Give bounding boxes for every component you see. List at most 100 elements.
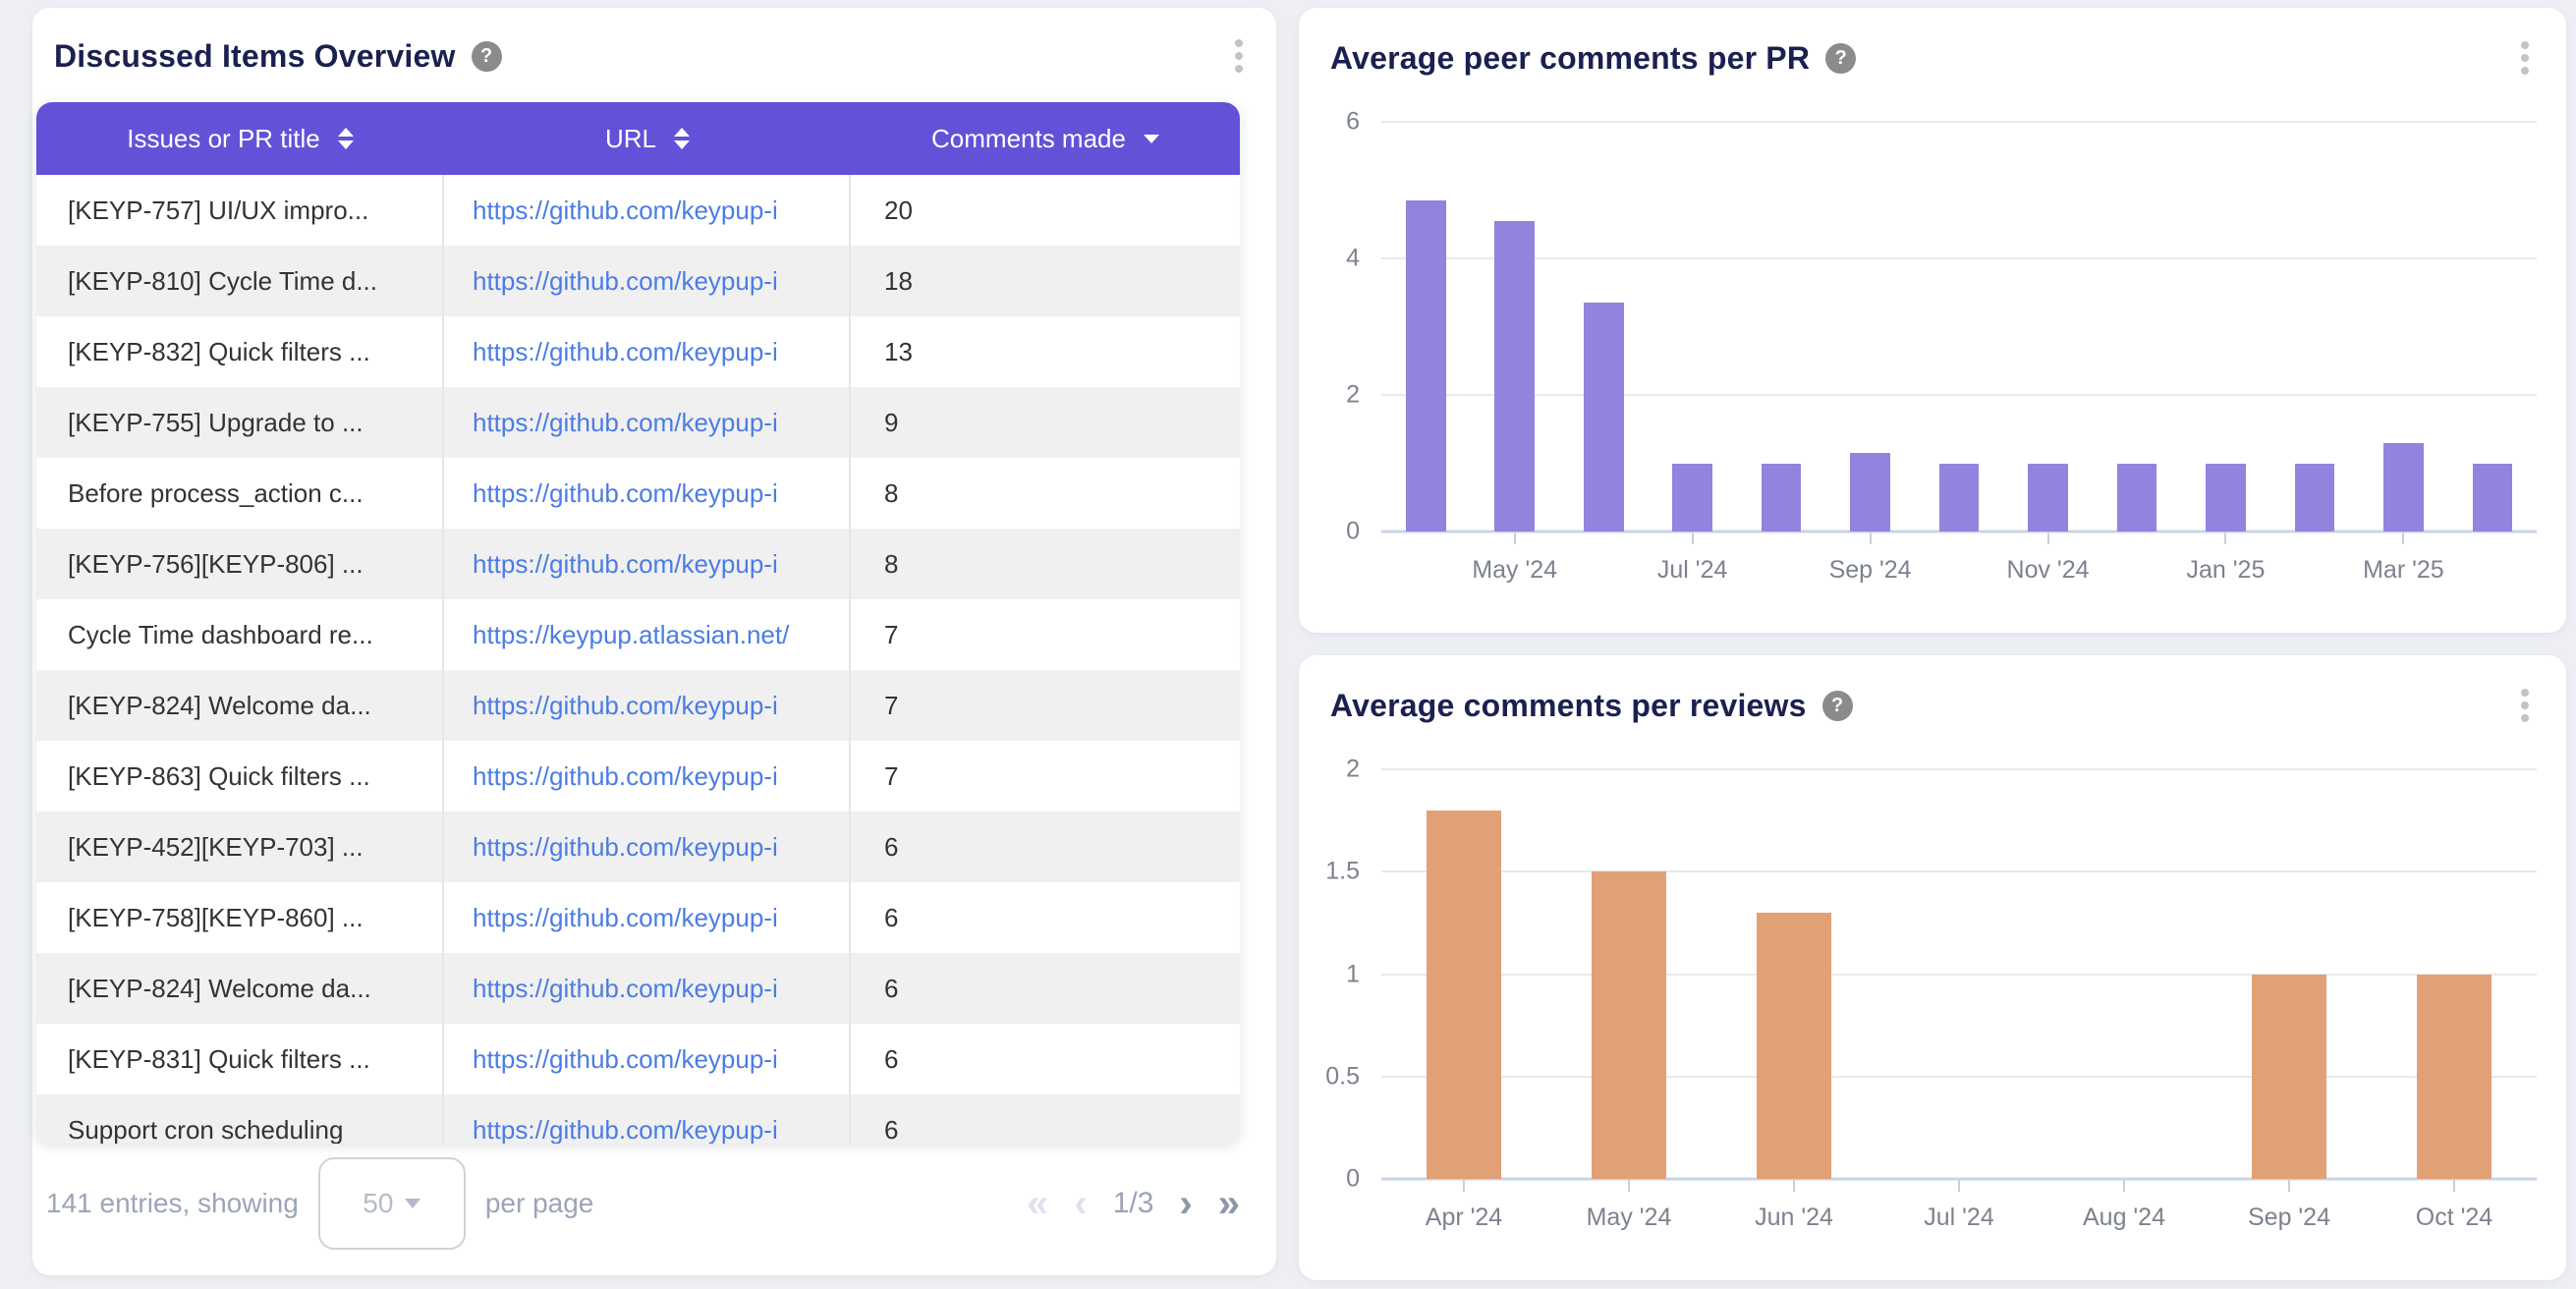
bar-apr24[interactable] [1427, 810, 1501, 1179]
help-icon[interactable]: ? [471, 40, 502, 72]
bar-may24[interactable] [1494, 220, 1536, 532]
bar-sep24[interactable] [2252, 974, 2326, 1179]
cell-url: https://github.com/keypup-i [444, 175, 851, 246]
cell-comments: 7 [884, 760, 899, 791]
bar-nov24[interactable] [2028, 463, 2068, 532]
next-page-button[interactable]: › [1179, 1182, 1193, 1225]
bar-jun24[interactable] [1757, 912, 1831, 1179]
bar-apr24[interactable] [1405, 199, 1446, 532]
row-url-link[interactable]: https://github.com/keypup-i [473, 760, 778, 791]
table-row: Before process_action c... https://githu… [36, 458, 1240, 529]
cell-comments: 6 [884, 1043, 899, 1074]
cell-url: https://github.com/keypup-i [444, 387, 851, 458]
row-url-link[interactable]: https://github.com/keypup-i [473, 336, 778, 366]
gridline [1381, 870, 2537, 873]
gridline [1381, 257, 2537, 260]
bar-apr25[interactable] [2472, 463, 2513, 532]
cell-url: https://github.com/keypup-i [444, 1024, 851, 1094]
per-page-dropdown[interactable]: 50 [317, 1157, 466, 1250]
row-url-link[interactable]: https://github.com/keypup-i [473, 973, 778, 1003]
entries-count-text: 141 entries, showing [46, 1188, 299, 1218]
table-row: [KEYP-810] Cycle Time d... https://githu… [36, 246, 1240, 316]
table-row: [KEYP-757] UI/UX impro... https://github… [36, 175, 1240, 246]
prev-page-button[interactable]: ‹ [1074, 1182, 1088, 1225]
row-url-link[interactable]: https://github.com/keypup-i [473, 548, 778, 579]
column-header-url[interactable]: URL [444, 102, 851, 175]
kebab-menu-button[interactable] [2515, 37, 2535, 79]
x-axis: Apr '24 May '24 Jun '24 Jul '24 Aug '24 Sep '… [1381, 1179, 2537, 1232]
x-slot: Apr '24 [1381, 1179, 1546, 1232]
bar-feb25[interactable] [2294, 463, 2335, 532]
cell-title: [KEYP-757] UI/UX impro... [36, 175, 444, 246]
y-axis: 0 0.5 1 1.5 2 [1318, 756, 1381, 1193]
kebab-menu-button[interactable] [2515, 685, 2535, 726]
column-header-comments[interactable]: Comments made [851, 102, 1240, 175]
y-axis: 0 2 4 6 [1318, 108, 1381, 545]
x-slot: Nov '24 [2003, 532, 2092, 585]
table-row: [KEYP-758][KEYP-860] ... https://github.… [36, 882, 1240, 953]
column-header-title-label: Issues or PR title [127, 123, 320, 153]
card-header: Discussed Items Overview ? [54, 35, 1249, 77]
x-tick-label: Aug '24 [2082, 1204, 2165, 1231]
y-tick-label: 0 [1346, 1164, 1360, 1193]
bar-slot [1711, 769, 1876, 1179]
last-page-button[interactable]: » [1217, 1182, 1240, 1225]
x-axis-line [1381, 1177, 2537, 1181]
sort-both-icon [337, 128, 354, 149]
x-tick-mark [1691, 532, 1694, 544]
bar-jun24[interactable] [1583, 303, 1624, 532]
bar-may24[interactable] [1592, 871, 1666, 1179]
bar-aug24[interactable] [1761, 463, 1802, 532]
cell-title: [KEYP-824] Welcome da... [36, 670, 444, 741]
row-url-link[interactable]: https://github.com/keypup-i [473, 1114, 778, 1145]
row-url-link[interactable]: https://github.com/keypup-i [473, 265, 778, 296]
x-slot: Aug '24 [2042, 1179, 2207, 1232]
y-tick-label: 4 [1346, 244, 1360, 272]
chevron-down-icon [405, 1199, 421, 1208]
table-header-row: Issues or PR title URL Comments made [36, 102, 1240, 175]
row-url-link[interactable]: https://github.com/keypup-i [473, 831, 778, 862]
row-url-link[interactable]: https://github.com/keypup-i [473, 407, 778, 437]
cell-url: https://github.com/keypup-i [444, 953, 851, 1024]
x-tick-mark [2453, 1179, 2455, 1192]
cell-comments: 9 [884, 407, 899, 437]
x-slot [2448, 532, 2537, 585]
x-slot: Sep '24 [2207, 1179, 2372, 1232]
row-url-link[interactable]: https://github.com/keypup-i [473, 477, 778, 508]
row-url-link[interactable]: https://github.com/keypup-i [473, 1043, 778, 1074]
cell-title: Before process_action c... [36, 458, 444, 529]
bar-slot [2003, 122, 2092, 532]
table-row: [KEYP-832] Quick filters ... https://git… [36, 316, 1240, 387]
y-tick-label: 1 [1346, 960, 1360, 987]
bar-oct24[interactable] [2417, 974, 2492, 1179]
bar-mar25[interactable] [2383, 442, 2424, 532]
x-slot: Jul '24 [1876, 1179, 2042, 1232]
row-url-link[interactable]: https://github.com/keypup-i [473, 902, 778, 932]
x-tick-label: Nov '24 [2006, 556, 2090, 584]
cell-title: [KEYP-824] Welcome da... [36, 953, 444, 1024]
bar-slot [1648, 122, 1736, 532]
cell-comments: 6 [884, 973, 899, 1003]
x-axis: May '24 Jul '24 Sep '24 Nov '24 Jan '25 Mar '… [1381, 532, 2537, 585]
x-slot: May '24 [1470, 532, 1558, 585]
bar-oct24[interactable] [1938, 463, 1980, 532]
bar-jan25[interactable] [2206, 463, 2246, 532]
bar-dec24[interactable] [2116, 463, 2157, 532]
row-url-link[interactable]: https://github.com/keypup-i [473, 690, 778, 720]
help-icon[interactable]: ? [1821, 690, 1853, 721]
row-url-link[interactable]: https://github.com/keypup-i [473, 195, 778, 225]
cell-title: [KEYP-452][KEYP-703] ... [36, 812, 444, 882]
per-page-suffix: per page [484, 1188, 594, 1218]
bar-jul24[interactable] [1672, 463, 1712, 532]
help-icon[interactable]: ? [1825, 42, 1857, 74]
plot-area [1381, 768, 2537, 1181]
row-url-link[interactable]: https://keypup.atlassian.net/ [473, 619, 790, 649]
page-indicator: 1/3 [1112, 1187, 1154, 1219]
gridline [1381, 121, 2537, 123]
first-page-button[interactable]: « [1027, 1182, 1049, 1225]
cell-title: [KEYP-831] Quick filters ... [36, 1024, 444, 1094]
kebab-menu-button[interactable] [1229, 35, 1249, 77]
bar-sep24[interactable] [1850, 453, 1890, 532]
column-header-title[interactable]: Issues or PR title [36, 102, 444, 175]
cell-comments: 7 [884, 619, 899, 649]
